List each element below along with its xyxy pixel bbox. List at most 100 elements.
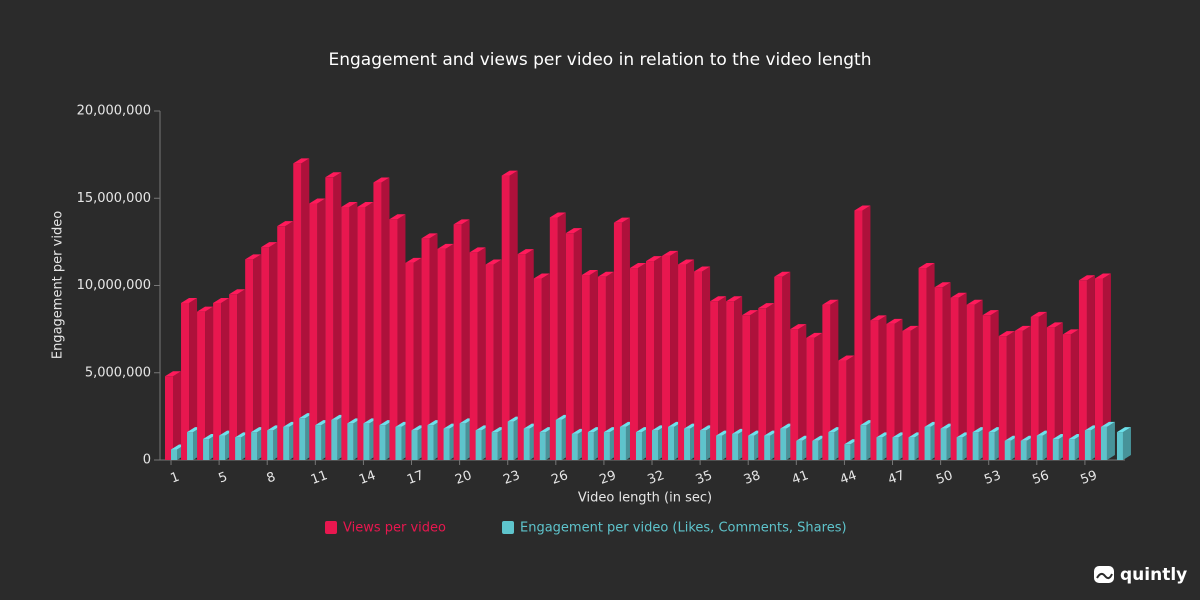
bar-front (475, 430, 482, 460)
brand-logo: quintly (1094, 565, 1187, 585)
bar-side (621, 217, 630, 460)
y-tick-label: 10,000,000 (77, 278, 151, 293)
bar (806, 332, 823, 460)
bar (213, 297, 230, 460)
bar-front (774, 276, 783, 460)
bar (982, 310, 999, 460)
bar-top (1116, 427, 1131, 433)
bar-front (780, 428, 787, 460)
bar-side (285, 221, 294, 460)
bar-front (726, 301, 735, 460)
bar-front (1004, 440, 1011, 460)
bar-side (269, 242, 278, 460)
x-tick-label: 11 (309, 468, 330, 488)
bar-front (453, 224, 462, 460)
bar-side (525, 249, 534, 460)
bar-top (726, 296, 743, 302)
x-tick-label: 38 (742, 468, 763, 488)
bar-top (790, 324, 807, 330)
bar-top (662, 250, 679, 256)
bar-side (1086, 275, 1095, 460)
bar-front (742, 315, 751, 460)
bar-front (459, 423, 466, 460)
bar-front (710, 301, 719, 460)
bar-side (1070, 329, 1079, 460)
bar-top (565, 228, 582, 234)
bar-front (684, 428, 691, 460)
bar-side (718, 296, 727, 460)
bar-side (349, 201, 358, 460)
x-tick-label: 20 (453, 468, 474, 488)
bar-top (934, 282, 951, 288)
bar-side (942, 282, 951, 460)
bar-front (886, 323, 895, 460)
bar-front (619, 426, 626, 460)
bar-front (427, 425, 434, 460)
bar-front (277, 226, 286, 460)
bar-front (229, 294, 238, 460)
bar-front (1100, 426, 1107, 460)
y-tick-label: 15,000,000 (77, 191, 151, 206)
bar (229, 289, 246, 460)
bar-front (668, 426, 675, 460)
bar (517, 249, 534, 460)
bar-side (589, 270, 598, 460)
bar (870, 315, 887, 460)
bar-front (662, 255, 671, 460)
bar-front (347, 423, 354, 460)
bar-top (261, 242, 278, 248)
bar-front (501, 175, 510, 460)
bar-front (902, 330, 911, 460)
y-axis-title: Engagement per video (51, 211, 66, 359)
bar-front (870, 320, 879, 460)
x-tick-label: 23 (501, 468, 522, 488)
bar-side (1038, 311, 1047, 460)
bar (373, 177, 390, 461)
bar-front (716, 435, 723, 460)
bar-front (203, 439, 210, 460)
bar-front (838, 360, 847, 460)
bar-top (854, 205, 871, 211)
bar-front (1084, 430, 1091, 460)
bar (838, 355, 855, 460)
legend-swatch[interactable] (325, 521, 337, 534)
bar (998, 331, 1015, 460)
bar-side (958, 292, 967, 460)
bar-front (988, 432, 995, 460)
bar-side (734, 296, 743, 460)
bar-front (764, 435, 771, 460)
bar-front (565, 233, 574, 460)
bar (950, 292, 967, 460)
bar-side (1022, 325, 1031, 460)
bar (437, 243, 454, 460)
y-tick-label: 5,000,000 (85, 365, 151, 380)
bar-side (557, 212, 566, 460)
bar-top (309, 198, 326, 204)
legend-label[interactable]: Views per video (343, 521, 446, 536)
bar-front (860, 425, 867, 460)
bar-side (221, 297, 230, 460)
bar-top (1046, 322, 1063, 328)
x-tick-label: 53 (982, 468, 1003, 488)
bar (1046, 322, 1063, 460)
bar (1094, 273, 1111, 460)
bar-top (389, 214, 406, 220)
bar-front (363, 423, 370, 460)
bar-front (405, 262, 414, 460)
bar-top (213, 297, 230, 303)
bar (694, 266, 711, 460)
bar-top (341, 201, 358, 207)
legend-swatch[interactable] (502, 521, 514, 534)
bar-front (309, 203, 318, 461)
y-tick-label: 20,000,000 (77, 104, 151, 119)
x-tick-label: 14 (357, 468, 378, 488)
y-tick-label: 0 (143, 453, 151, 468)
x-tick-label: 1 (169, 470, 182, 487)
legend-label[interactable]: Engagement per video (Likes, Comments, S… (520, 521, 847, 536)
bar (662, 250, 679, 460)
bar-side (253, 254, 262, 460)
bar (1116, 427, 1131, 460)
bar-top (533, 273, 550, 279)
bar-front (796, 440, 803, 460)
